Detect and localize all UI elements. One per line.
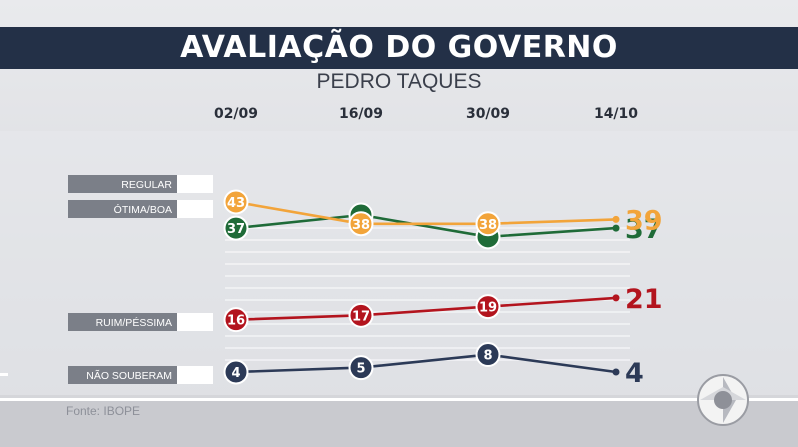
data-label: 5 — [356, 362, 365, 377]
legend-box — [68, 175, 177, 193]
line-chart: 02/09 16/09 30/09 14/10 REGULAR ÓTIMA/BOA RUIM… — [0, 106, 798, 395]
data-point — [475, 211, 501, 237]
data-point — [223, 189, 249, 215]
x-tick-label: 14/10 — [594, 106, 638, 122]
data-point — [223, 215, 249, 241]
data-label: 4 — [231, 366, 240, 381]
data-point — [223, 359, 249, 385]
end-value-label: 4 — [625, 358, 644, 389]
data-label: 16 — [227, 314, 245, 329]
plot-background — [0, 131, 798, 395]
data-label: 43 — [227, 196, 245, 211]
x-tick-label: 30/09 — [466, 106, 510, 122]
data-point — [612, 224, 620, 232]
data-label: 38 — [352, 218, 370, 233]
legend-label: ÓTIMA/BOA — [114, 203, 172, 216]
data-point — [612, 368, 620, 376]
series-line — [235, 200, 617, 226]
x-tick-label: 16/09 — [339, 106, 383, 122]
legend-label: REGULAR — [121, 179, 172, 191]
legend-box — [68, 313, 177, 331]
source-note: Fonte: IBOPE — [66, 404, 141, 418]
data-label: 19 — [479, 301, 497, 316]
legend-label: NÃO SOUBERAM — [86, 369, 172, 382]
data-point — [612, 294, 620, 302]
end-value-label: 21 — [625, 284, 663, 315]
title-bar — [0, 27, 798, 69]
legend-swatch — [177, 200, 213, 218]
chart-subtitle: PEDRO TAQUES — [316, 70, 482, 93]
series-line — [235, 213, 617, 239]
data-point — [475, 294, 501, 320]
footer-bar — [0, 401, 798, 447]
legend-box — [68, 366, 177, 384]
series-line — [235, 296, 617, 321]
data-point — [475, 342, 501, 368]
chart-title: AVALIAÇÃO DO GOVERNO — [180, 30, 618, 65]
footer-divider — [0, 398, 798, 401]
legend-swatch — [177, 366, 213, 384]
legend-label: RUIM/PÉSSIMA — [96, 316, 172, 329]
data-label: 8 — [483, 349, 492, 364]
broadcaster-logo-icon — [697, 374, 749, 426]
legend-swatch — [177, 313, 213, 331]
legend-swatch — [177, 175, 213, 193]
series-line — [235, 353, 617, 374]
x-tick-label: 02/09 — [214, 106, 258, 122]
data-point — [612, 215, 620, 223]
data-label: 17 — [352, 309, 370, 324]
legend-box — [68, 200, 177, 218]
end-value-label: 37 — [625, 214, 663, 245]
data-point — [348, 355, 374, 381]
data-label: 38 — [479, 218, 497, 233]
decorative-mark — [0, 373, 8, 376]
data-point — [348, 302, 374, 328]
end-value-label: 39 — [625, 205, 663, 236]
data-label: 37 — [227, 222, 245, 237]
data-point — [223, 307, 249, 333]
data-point — [348, 211, 374, 237]
